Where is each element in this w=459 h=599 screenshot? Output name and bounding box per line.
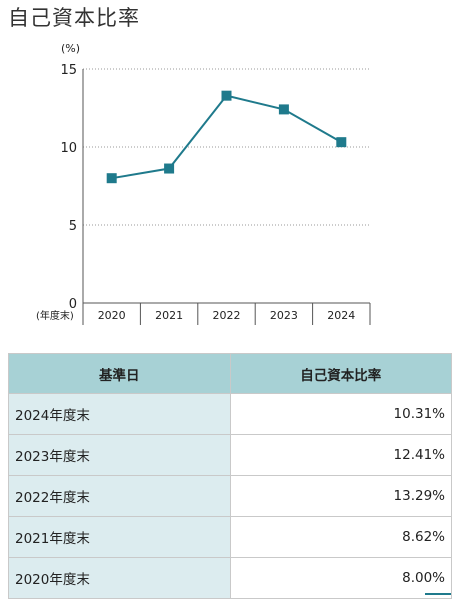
x-tick-label: 2020	[98, 309, 126, 322]
header-ratio: 自己資本比率	[229, 353, 452, 394]
row-ratio: 12.41%	[229, 434, 452, 476]
table-row: 2021年度末 8.62%	[8, 516, 452, 558]
page-title: 自己資本比率	[8, 6, 140, 30]
row-date: 2021年度末	[8, 516, 231, 558]
x-axis-caption: (年度末)	[36, 309, 74, 322]
data-point	[336, 137, 347, 148]
table-row: 2020年度末 8.00%	[8, 557, 452, 599]
data-point	[164, 163, 175, 174]
series-line	[111, 94, 342, 180]
corner-accent	[425, 593, 451, 595]
table-row: 2023年度末 12.41%	[8, 434, 452, 476]
x-tick-label: 2024	[327, 309, 355, 322]
row-ratio: 10.31%	[229, 393, 452, 435]
y-unit-label: (%)	[61, 42, 80, 55]
row-ratio: 8.00%	[229, 557, 452, 599]
y-tick-label: 10	[60, 141, 77, 156]
row-date: 2022年度末	[8, 475, 231, 517]
table-row: 2024年度末 10.31%	[8, 393, 452, 435]
capital-ratio-chart: 0 5 10 15 2020 2021 2022 2023 2024 (%) (年度末)	[36, 42, 371, 325]
x-tick-label: 2023	[270, 309, 298, 322]
header-date: 基準日	[8, 353, 231, 394]
y-tick-label: 15	[60, 63, 77, 78]
data-point	[278, 104, 289, 115]
x-tick-label: 2021	[155, 309, 183, 322]
table-header-row: 基準日 自己資本比率	[8, 353, 452, 394]
row-date: 2020年度末	[8, 557, 231, 599]
row-date: 2023年度末	[8, 434, 231, 476]
data-point	[106, 173, 117, 184]
capital-ratio-table: 基準日 自己資本比率 2024年度末 10.31% 2023年度末 12.41%…	[8, 353, 452, 599]
data-point	[221, 90, 232, 101]
y-tick-label: 5	[69, 219, 77, 234]
row-date: 2024年度末	[8, 393, 231, 435]
x-tick-label: 2022	[213, 309, 241, 322]
row-ratio: 8.62%	[229, 516, 452, 558]
y-tick-label: 0	[69, 297, 77, 312]
table-row: 2022年度末 13.29%	[8, 475, 452, 517]
row-ratio: 13.29%	[229, 475, 452, 517]
